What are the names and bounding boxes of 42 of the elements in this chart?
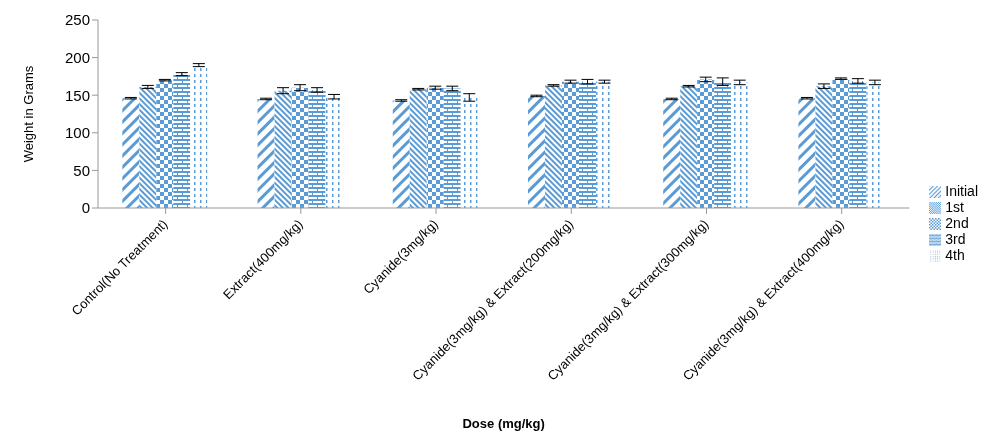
x-axis-title: Dose (mg/kg) (462, 416, 545, 431)
y-tick-label: 150 (64, 86, 90, 104)
legend-label: 4th (945, 247, 965, 263)
legend-label: Initial (945, 183, 978, 199)
bar (545, 85, 562, 208)
bar (562, 81, 579, 208)
bar (325, 96, 343, 208)
bar (798, 98, 816, 208)
y-tick-label: 50 (73, 161, 90, 179)
bar (308, 89, 326, 208)
bar (528, 95, 545, 208)
bar (173, 74, 191, 208)
legend-label: 3rd (945, 231, 966, 247)
bar (849, 80, 867, 208)
bar (392, 100, 410, 208)
y-axis-title: Weight in Grams (20, 65, 36, 163)
y-tick-label: 0 (81, 199, 90, 217)
bar (579, 81, 596, 208)
bar (291, 87, 309, 208)
bar (426, 87, 444, 208)
bar (832, 78, 850, 208)
bar (139, 86, 157, 208)
bar (156, 80, 174, 208)
bar (815, 86, 833, 208)
legend-label: 1st (945, 199, 964, 215)
bar (122, 98, 140, 208)
legend-label: 2nd (945, 215, 969, 231)
bar (409, 89, 427, 208)
y-tick-label: 100 (64, 124, 90, 142)
bar (731, 82, 749, 208)
bar (257, 98, 275, 208)
y-tick-label: 250 (64, 11, 90, 29)
y-tick-label: 200 (64, 48, 90, 66)
bar (274, 90, 292, 208)
bar (680, 86, 698, 208)
bar (663, 98, 681, 208)
bar (443, 88, 461, 208)
bar (714, 81, 732, 208)
bar (190, 65, 208, 208)
bar (596, 81, 613, 208)
bar (460, 97, 478, 208)
bar (697, 79, 715, 208)
